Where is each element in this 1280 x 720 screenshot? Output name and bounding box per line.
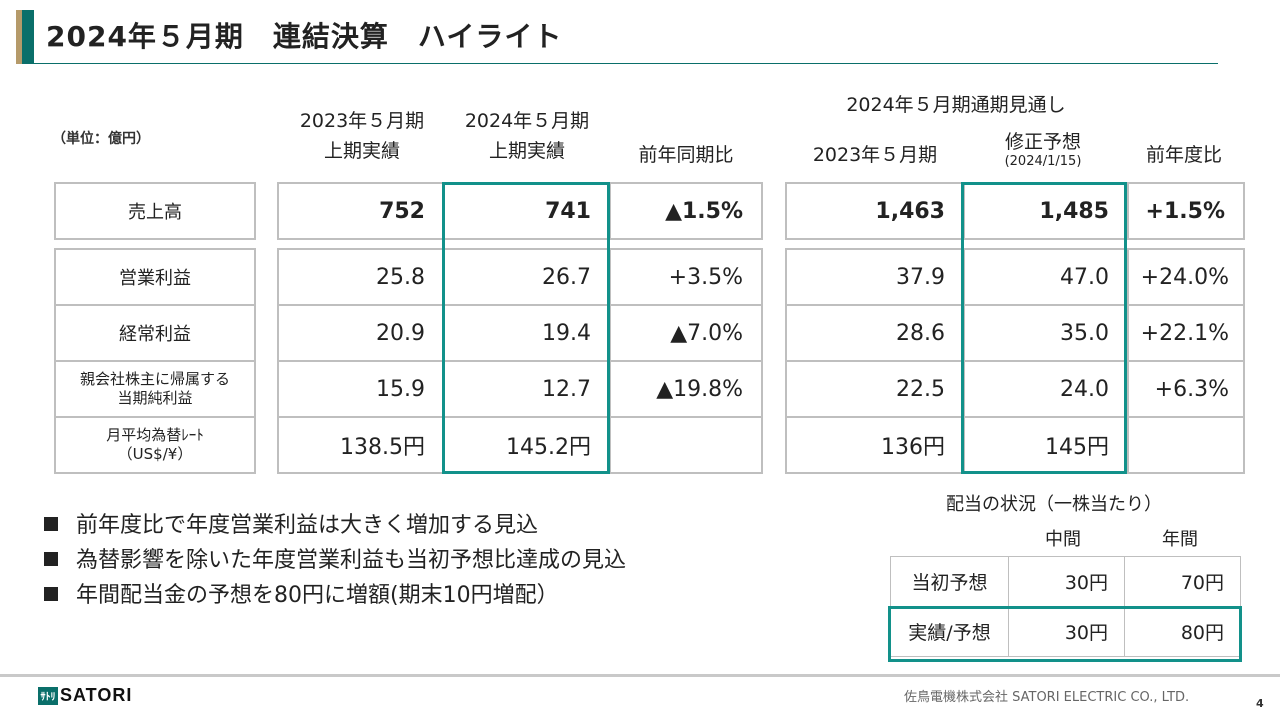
cell-value: 20.9: [277, 304, 445, 362]
bullet-list: 前年度比で年度営業利益は大きく増加する見込 為替影響を除いた年度営業利益も当初予…: [44, 508, 626, 613]
table-row: 28.6 35.0 +22.1%: [785, 304, 1245, 362]
header-h1-top: 2023年５月期: [299, 110, 425, 132]
table-row: 138.5円 145.2円: [277, 416, 763, 474]
first-half-table: 25.8 26.7 +3.5% 20.9 19.4 ▲7.0% 15.9 12.…: [277, 248, 763, 474]
bullet-item: 年間配当金の予想を80円に増額(期末10円増配）: [44, 578, 626, 613]
cell-value: ▲19.8%: [609, 360, 763, 418]
first-half-table-sales: 752 741 ▲1.5%: [277, 182, 763, 240]
cell-value: 136円: [785, 416, 965, 474]
row-label: 営業利益: [54, 248, 256, 306]
cell-value: +3.5%: [609, 248, 763, 306]
bullet-text: 前年度比で年度営業利益は大きく増加する見込: [76, 513, 539, 538]
cell-value: 22.5: [785, 360, 965, 418]
bullet-text: 為替影響を除いた年度営業利益も当初予想比達成の見込: [76, 548, 627, 573]
cell-value: 145円: [963, 416, 1129, 474]
cell-value: 145.2円: [443, 416, 611, 474]
header-forecast-group: 2024年５月期通期見通し: [846, 94, 1066, 116]
row-label-line1: 親会社株主に帰属する: [79, 369, 230, 388]
cell-value: 26.7: [443, 248, 611, 306]
cell-value: 37.9: [785, 248, 965, 306]
row-label: 売上高: [54, 182, 256, 240]
cell-value: +6.3%: [1127, 360, 1245, 418]
dividend-table: 当初予想 30円 70円 実績/予想 30円 80円: [890, 556, 1241, 657]
cell-value: 1,485: [963, 182, 1129, 240]
table-row: 実績/予想 30円 80円: [890, 606, 1241, 657]
header-h1: 2023年５月期 上期実績: [284, 106, 440, 167]
title-divider: [34, 63, 1218, 64]
bullet-square-icon: [44, 552, 58, 566]
cell-value: 15.9: [277, 360, 445, 418]
cell-value: ▲7.0%: [609, 304, 763, 362]
dividend-title: 配当の状況（一株当たり）: [946, 494, 1162, 515]
page-title: 2024年５月期 連結決算 ハイライト: [46, 20, 563, 53]
table-row: 37.9 47.0 +24.0%: [785, 248, 1245, 306]
title-accent-bar: [16, 10, 22, 64]
row-label: 経常利益: [54, 304, 256, 362]
header-h6: 前年度比: [1145, 144, 1222, 166]
row-label-line2: 当期純利益: [117, 389, 193, 407]
row-labels: 営業利益 経常利益 親会社株主に帰属する 当期純利益 月平均為替ﾚｰﾄ （US$…: [54, 248, 256, 474]
dividend-interim: 30円: [1008, 556, 1125, 607]
cell-value: [609, 416, 763, 474]
page-number: 4: [1256, 697, 1264, 710]
unit-label: （単位：億円）: [52, 131, 150, 147]
cell-value: 752: [277, 182, 445, 240]
row-label-line2: （US$/¥）: [117, 445, 193, 463]
cell-value: 47.0: [963, 248, 1129, 306]
row-label: 月平均為替ﾚｰﾄ （US$/¥）: [54, 416, 256, 474]
bullet-square-icon: [44, 587, 58, 601]
header-h4: 2023年５月期: [812, 144, 938, 166]
header-h3: 前年同期比: [638, 144, 734, 166]
bullet-square-icon: [44, 517, 58, 531]
header-h5-sub: (2024/1/15): [1004, 153, 1082, 169]
bullet-item: 前年度比で年度営業利益は大きく増加する見込: [44, 508, 626, 543]
header-h2: 2024年５月期 上期実績: [449, 106, 605, 167]
logo-mark-icon: ｻﾄﾘ: [38, 686, 58, 705]
cell-value: 28.6: [785, 304, 965, 362]
table-row: 15.9 12.7 ▲19.8%: [277, 360, 763, 418]
header-h1-bottom: 上期実績: [323, 140, 400, 163]
dividend-col-annual: 年間: [1162, 529, 1198, 550]
cell-value: +22.1%: [1127, 304, 1245, 362]
footer-divider: [0, 674, 1280, 677]
table-row: 20.9 19.4 ▲7.0%: [277, 304, 763, 362]
title-accent-bar-brand: [22, 10, 34, 64]
cell-value: 1,463: [785, 182, 965, 240]
dividend-interim: 30円: [1008, 606, 1125, 657]
table-row: 当初予想 30円 70円: [890, 556, 1241, 607]
cell-value: +1.5%: [1127, 182, 1245, 240]
logo-text: SATORI: [60, 685, 133, 705]
row-labels-sales: 売上高: [54, 182, 256, 240]
table-row: 22.5 24.0 +6.3%: [785, 360, 1245, 418]
row-label-line1: 月平均為替ﾚｰﾄ: [106, 425, 204, 444]
cell-value: [1127, 416, 1245, 474]
cell-value: 741: [443, 182, 611, 240]
full-year-table-sales: 1,463 1,485 +1.5%: [785, 182, 1245, 240]
dividend-annual: 80円: [1124, 606, 1241, 657]
dividend-row-label: 当初予想: [890, 556, 1009, 607]
header-h2-top: 2024年５月期: [464, 110, 590, 132]
dividend-col-interim: 中間: [1045, 529, 1081, 550]
header-h5: 修正予想 (2024/1/15): [962, 130, 1124, 168]
row-label: 親会社株主に帰属する 当期純利益: [54, 360, 256, 418]
full-year-table: 37.9 47.0 +24.0% 28.6 35.0 +22.1% 22.5 2…: [785, 248, 1245, 474]
header-h5-top: 修正予想: [1004, 131, 1081, 153]
dividend-row-label: 実績/予想: [890, 606, 1009, 657]
table-row: 25.8 26.7 +3.5%: [277, 248, 763, 306]
cell-value: ▲1.5%: [609, 182, 763, 240]
cell-value: 138.5円: [277, 416, 445, 474]
company-logo: ｻﾄﾘ SATORI: [38, 685, 132, 706]
dividend-annual: 70円: [1124, 556, 1241, 607]
cell-value: +24.0%: [1127, 248, 1245, 306]
cell-value: 19.4: [443, 304, 611, 362]
bullet-text: 年間配当金の予想を80円に増額(期末10円増配）: [76, 583, 559, 608]
cell-value: 24.0: [963, 360, 1129, 418]
table-row: 136円 145円: [785, 416, 1245, 474]
company-name: 佐鳥電機株式会社 SATORI ELECTRIC CO., LTD.: [904, 690, 1190, 705]
cell-value: 25.8: [277, 248, 445, 306]
bullet-item: 為替影響を除いた年度営業利益も当初予想比達成の見込: [44, 543, 626, 578]
cell-value: 35.0: [963, 304, 1129, 362]
header-h2-bottom: 上期実績: [488, 140, 565, 163]
cell-value: 12.7: [443, 360, 611, 418]
